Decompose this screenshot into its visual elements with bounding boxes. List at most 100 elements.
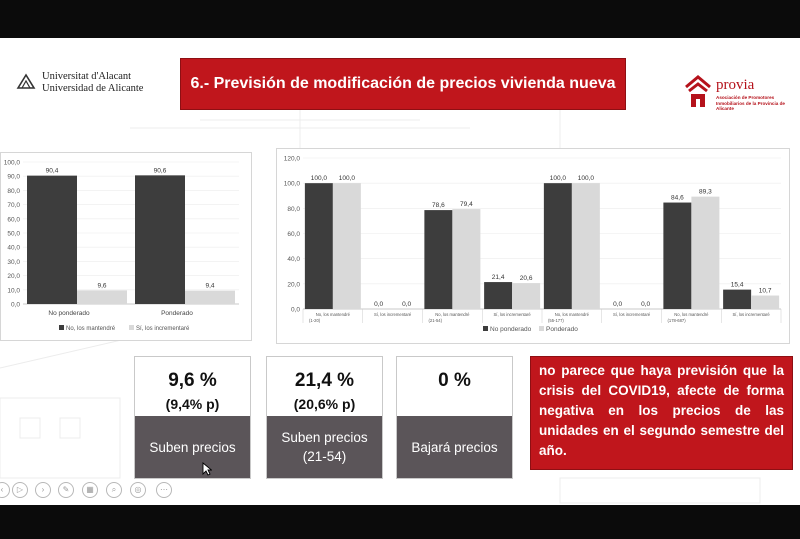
- y-tick-label: 60,0: [7, 216, 20, 223]
- more-options-icon[interactable]: ⋯: [156, 482, 172, 498]
- y-tick-label: 70,0: [7, 202, 20, 209]
- bar: [27, 175, 77, 304]
- x-tick-label: Sí, los incrementaré: [613, 312, 651, 317]
- bar: [543, 183, 572, 309]
- university-name-line1: Universitat d'Alacant: [42, 71, 132, 82]
- summary-card-3: 0 % Bajará precios: [396, 356, 513, 479]
- data-label: 0,0: [613, 301, 622, 308]
- presentation-slide: Universitat d'Alacant Universidad de Ali…: [0, 38, 800, 505]
- y-tick-label: 60,0: [287, 231, 300, 238]
- card-footer: Bajará precios: [397, 416, 512, 478]
- slide-title-box: 6.- Previsión de modificación de precios…: [180, 58, 626, 110]
- y-tick-label: 30,0: [7, 259, 20, 266]
- bar: [304, 183, 333, 309]
- legend-swatch: [483, 326, 488, 331]
- card-footer: Suben precios: [135, 416, 250, 478]
- group-label: (21-54): [429, 318, 443, 323]
- data-label: 79,4: [460, 201, 473, 208]
- bar: [512, 283, 541, 309]
- data-label: 100,0: [578, 175, 595, 182]
- y-tick-label: 10,0: [7, 287, 20, 294]
- previous-slide-icon[interactable]: ‹: [0, 482, 10, 498]
- summary-card-2: 21,4 % (20,6% p) Suben precios (21-54): [266, 356, 383, 479]
- data-label: 10,7: [759, 288, 772, 295]
- bar: [185, 290, 235, 304]
- x-tick-label: No ponderado: [48, 310, 90, 317]
- y-tick-label: 40,0: [287, 256, 300, 263]
- x-tick-label: No, los mantendré: [435, 312, 470, 317]
- bar: [135, 175, 185, 304]
- provia-subtitle: Asociación de Promotores Inmobiliarios d…: [716, 95, 785, 111]
- x-tick-label: No, los mantendré: [316, 312, 351, 317]
- university-emblem-icon: [16, 73, 36, 89]
- data-label: 100,0: [550, 175, 567, 182]
- y-tick-label: 0,0: [291, 307, 300, 314]
- bar: [452, 209, 481, 309]
- bar: [332, 183, 361, 309]
- legend-label: Sí, los incrementaré: [136, 326, 190, 332]
- data-label: 100,0: [339, 175, 356, 182]
- bar: [723, 289, 752, 309]
- provia-logo: provia Asociación de Promotores Inmobili…: [678, 73, 788, 119]
- y-tick-label: 120,0: [284, 156, 301, 163]
- x-tick-label: Sí, los incrementaré: [494, 312, 532, 317]
- pen-icon[interactable]: ✎: [58, 482, 74, 498]
- data-label: 0,0: [374, 301, 383, 308]
- chart-by-size-svg: 0,0 20,0 40,0 60,0 80,0 100,0 120,0 100,0 100,0 N…: [284, 156, 782, 333]
- card-weighted-note: (9,4% p): [165, 396, 220, 412]
- y-tick-label: 20,0: [287, 281, 300, 288]
- y-tick-label: 80,0: [7, 188, 20, 195]
- data-label: 100,0: [311, 175, 328, 182]
- y-tick-label: 20,0: [7, 273, 20, 280]
- bar: [751, 295, 780, 309]
- data-label: 89,3: [699, 189, 712, 196]
- data-label: 78,6: [432, 202, 445, 209]
- x-tick-label: No, los mantendré: [674, 312, 709, 317]
- data-label: 21,4: [492, 274, 505, 281]
- legend-label: Ponderado: [546, 326, 578, 333]
- legend-swatch: [59, 325, 64, 330]
- background-sketch: [0, 97, 761, 504]
- university-logo: Universitat d'Alacant Universidad de Ali…: [16, 69, 156, 95]
- card-percentage: 9,6 %: [168, 370, 217, 391]
- summary-card-1: 9,6 % (9,4% p) Suben precios: [134, 356, 251, 479]
- card-weighted-note: (20,6% p): [293, 396, 356, 412]
- legend-swatch: [539, 326, 544, 331]
- chart-overall-svg: 0,0 10,0 20,0 30,0 40,0 50,0 60,0 70,0 80,0 90,0 1…: [4, 160, 239, 332]
- conclusion-text: no parece que haya previsión que la cris…: [539, 363, 784, 458]
- y-tick-label: 40,0: [7, 245, 20, 252]
- x-tick-label: No, los mantendré: [555, 312, 590, 317]
- group-label: (55-177): [548, 318, 564, 323]
- data-label: 20,6: [520, 275, 533, 282]
- pointer-icon[interactable]: ◎: [130, 482, 146, 498]
- slide-title: 6.- Previsión de modificación de precios…: [190, 75, 616, 92]
- conclusion-note: no parece que haya previsión que la cris…: [530, 356, 793, 470]
- bar: [691, 196, 720, 309]
- card-footer-label: Suben precios: [149, 439, 236, 455]
- bar: [663, 202, 692, 309]
- data-label: 15,4: [731, 282, 744, 289]
- data-label: 9,6: [97, 282, 106, 289]
- play-icon[interactable]: ▷: [12, 482, 28, 498]
- legend-label: No ponderado: [490, 326, 532, 333]
- data-label: 90,6: [154, 167, 167, 174]
- provia-name: provia: [716, 77, 755, 93]
- card-footer-range: (21-54): [302, 449, 347, 464]
- provia-house-icon: [685, 75, 711, 107]
- data-label: 9,4: [205, 283, 214, 290]
- bar: [424, 210, 453, 309]
- card-footer-label: Suben precios: [281, 430, 368, 445]
- presentation-controls: ‹ ▷ › ✎ ▦ ⌕ ◎ ⋯: [0, 479, 200, 501]
- group-label: (1-20): [309, 318, 321, 323]
- data-label: 0,0: [641, 301, 650, 308]
- y-tick-label: 80,0: [287, 206, 300, 213]
- x-tick-label: Sí, los incrementaré: [374, 312, 412, 317]
- zoom-icon[interactable]: ⌕: [106, 482, 122, 498]
- x-tick-label: Ponderado: [161, 310, 193, 317]
- next-slide-icon[interactable]: ›: [35, 482, 51, 498]
- mouse-cursor-icon: [202, 462, 212, 476]
- slides-grid-icon[interactable]: ▦: [82, 482, 98, 498]
- group-label: (178-687): [668, 318, 687, 323]
- data-label: 90,4: [46, 168, 59, 175]
